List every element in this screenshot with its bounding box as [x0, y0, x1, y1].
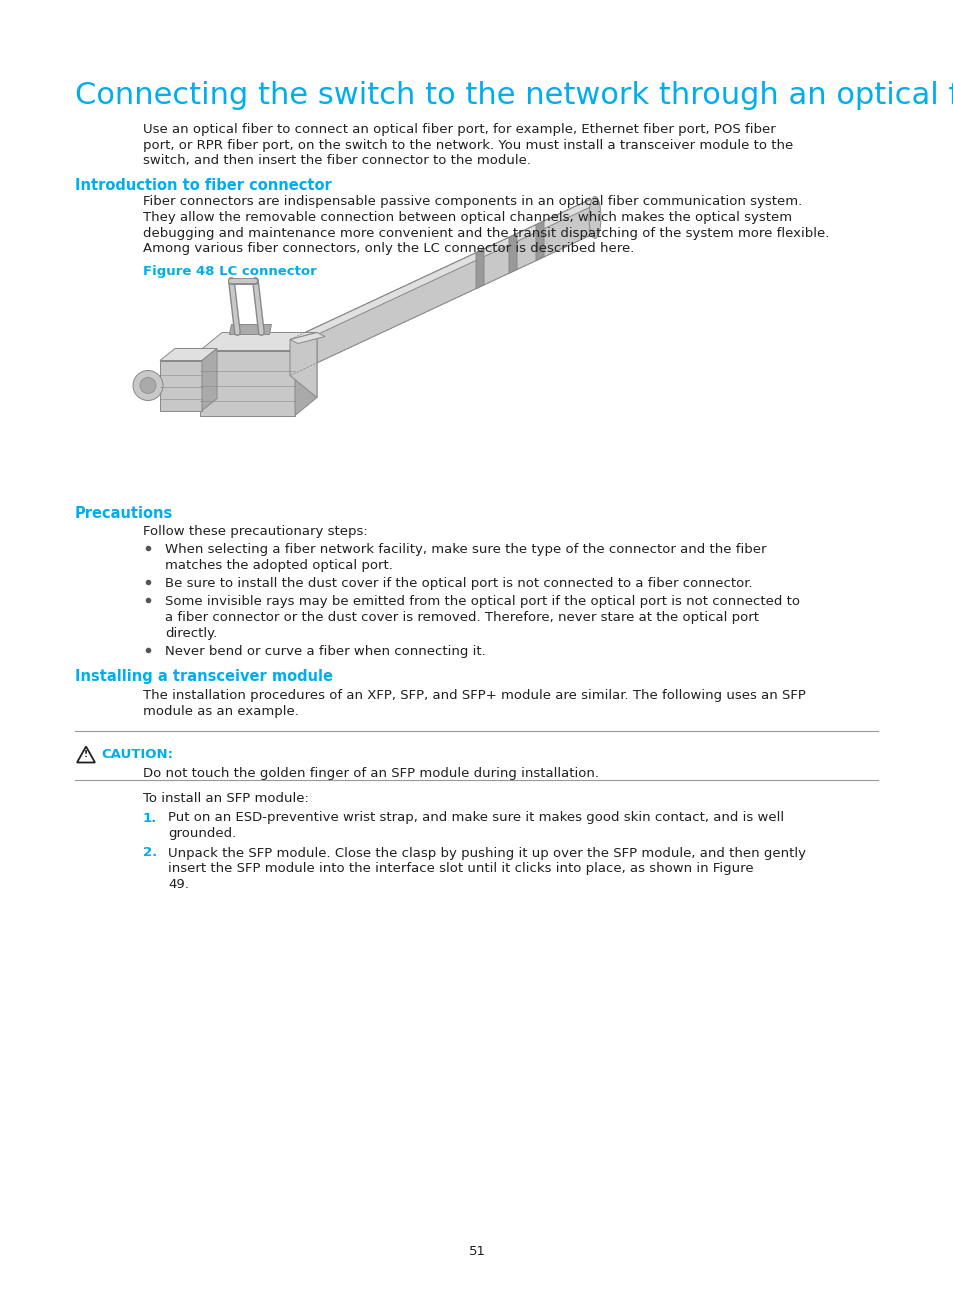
- Text: !: !: [84, 750, 88, 759]
- Circle shape: [140, 377, 156, 394]
- Text: CAUTION:: CAUTION:: [101, 749, 172, 762]
- Text: Installing a transceiver module: Installing a transceiver module: [75, 670, 333, 684]
- Text: They allow the removable connection between optical channels, which makes the op: They allow the removable connection betw…: [143, 211, 791, 224]
- Polygon shape: [200, 333, 316, 350]
- Polygon shape: [202, 349, 216, 411]
- Polygon shape: [160, 360, 202, 411]
- Text: insert the SFP module into the interface slot until it clicks into place, as sho: insert the SFP module into the interface…: [168, 862, 753, 875]
- Text: switch, and then insert the fiber connector to the module.: switch, and then insert the fiber connec…: [143, 154, 531, 167]
- Text: Unpack the SFP module. Close the clasp by pushing it up over the SFP module, and: Unpack the SFP module. Close the clasp b…: [168, 846, 805, 859]
- Text: module as an example.: module as an example.: [143, 705, 298, 718]
- Text: Do not touch the golden finger of an SFP module during installation.: Do not touch the golden finger of an SFP…: [143, 766, 598, 779]
- Text: 49.: 49.: [168, 877, 189, 890]
- Text: matches the adopted optical port.: matches the adopted optical port.: [165, 559, 393, 572]
- Polygon shape: [290, 200, 589, 376]
- Circle shape: [132, 371, 163, 400]
- Polygon shape: [290, 333, 325, 343]
- Polygon shape: [290, 200, 598, 343]
- Text: 2.: 2.: [143, 846, 157, 859]
- Text: When selecting a fiber network facility, make sure the type of the connector and: When selecting a fiber network facility,…: [165, 543, 765, 556]
- Text: Follow these precautionary steps:: Follow these precautionary steps:: [143, 525, 367, 539]
- Polygon shape: [294, 333, 316, 416]
- Text: Be sure to install the dust cover if the optical port is not connected to a fibe: Be sure to install the dust cover if the…: [165, 577, 752, 590]
- Text: To install an SFP module:: To install an SFP module:: [143, 792, 309, 805]
- Text: Precautions: Precautions: [75, 505, 173, 521]
- Text: Figure 48 LC connector: Figure 48 LC connector: [143, 266, 316, 279]
- Polygon shape: [290, 333, 316, 398]
- Text: Some invisible rays may be emitted from the optical port if the optical port is : Some invisible rays may be emitted from …: [165, 595, 800, 609]
- Text: Put on an ESD-preventive wrist strap, and make sure it makes good skin contact, : Put on an ESD-preventive wrist strap, an…: [168, 811, 783, 824]
- Text: grounded.: grounded.: [168, 827, 236, 840]
- Text: 51: 51: [468, 1245, 485, 1258]
- Text: 1.: 1.: [143, 811, 157, 824]
- Polygon shape: [160, 349, 216, 360]
- Polygon shape: [200, 350, 294, 416]
- Text: Never bend or curve a fiber when connecting it.: Never bend or curve a fiber when connect…: [165, 645, 485, 658]
- Text: debugging and maintenance more convenient and the transit dispatching of the sys: debugging and maintenance more convenien…: [143, 227, 828, 240]
- Text: a fiber connector or the dust cover is removed. Therefore, never stare at the op: a fiber connector or the dust cover is r…: [165, 610, 759, 623]
- Text: directly.: directly.: [165, 626, 217, 639]
- Polygon shape: [229, 324, 271, 334]
- Polygon shape: [509, 233, 517, 273]
- Text: Connecting the switch to the network through an optical fiber: Connecting the switch to the network thr…: [75, 80, 953, 110]
- Text: Among various fiber connectors, only the LC connector is described here.: Among various fiber connectors, only the…: [143, 242, 634, 255]
- Ellipse shape: [588, 197, 600, 238]
- Polygon shape: [476, 249, 483, 289]
- Text: Fiber connectors are indispensable passive components in an optical fiber commun: Fiber connectors are indispensable passi…: [143, 196, 801, 209]
- Text: The installation procedures of an XFP, SFP, and SFP+ module are similar. The fol: The installation procedures of an XFP, S…: [143, 689, 805, 702]
- Text: Use an optical fiber to connect an optical fiber port, for example, Ethernet fib: Use an optical fiber to connect an optic…: [143, 123, 775, 136]
- Polygon shape: [536, 220, 543, 260]
- Text: port, or RPR fiber port, on the switch to the network. You must install a transc: port, or RPR fiber port, on the switch t…: [143, 139, 792, 152]
- Text: Introduction to fiber connector: Introduction to fiber connector: [75, 178, 332, 193]
